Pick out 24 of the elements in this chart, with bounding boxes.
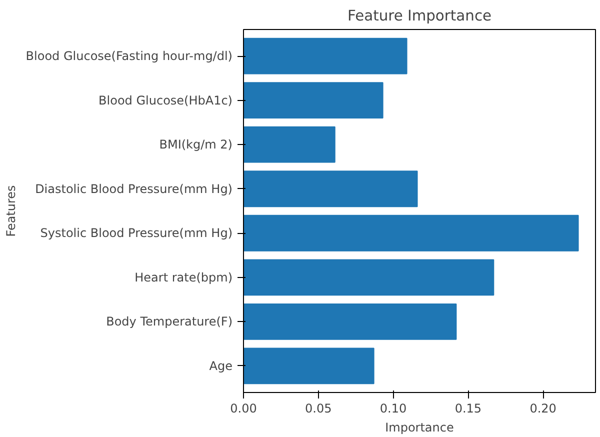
bar: [244, 126, 336, 163]
chart-title: Feature Importance: [347, 8, 492, 24]
bar: [244, 259, 494, 296]
y-tick-label: Body Temperature(F): [106, 314, 233, 329]
x-tick-label: 0.20: [530, 402, 556, 416]
y-tick-label: Blood Glucose(Fasting hour-mg/dl): [26, 49, 233, 64]
bar: [244, 38, 408, 74]
x-tick-label: 0.05: [305, 402, 332, 416]
y-tick-label: Age: [209, 358, 233, 373]
y-tick-label: Blood Glucose(HbA1c): [98, 93, 233, 108]
y-axis-title: Features: [4, 185, 18, 237]
x-tick-label: 0.00: [230, 402, 257, 416]
bar: [244, 214, 579, 252]
x-tick-label: 0.10: [380, 402, 407, 416]
x-tick-label: 0.15: [454, 402, 482, 416]
bar: [244, 82, 384, 119]
y-tick-label: Systolic Blood Pressure(mm Hg): [40, 226, 232, 240]
y-tick-label: BMI(kg/m 2): [159, 138, 233, 152]
bar: [244, 170, 418, 208]
bar: [244, 303, 457, 340]
x-axis-title: Importance: [385, 420, 454, 434]
y-tick-label: Diastolic Blood Pressure(mm Hg): [35, 182, 233, 196]
bar: [244, 348, 374, 384]
y-tick-label: Heart rate(bpm): [134, 270, 232, 284]
